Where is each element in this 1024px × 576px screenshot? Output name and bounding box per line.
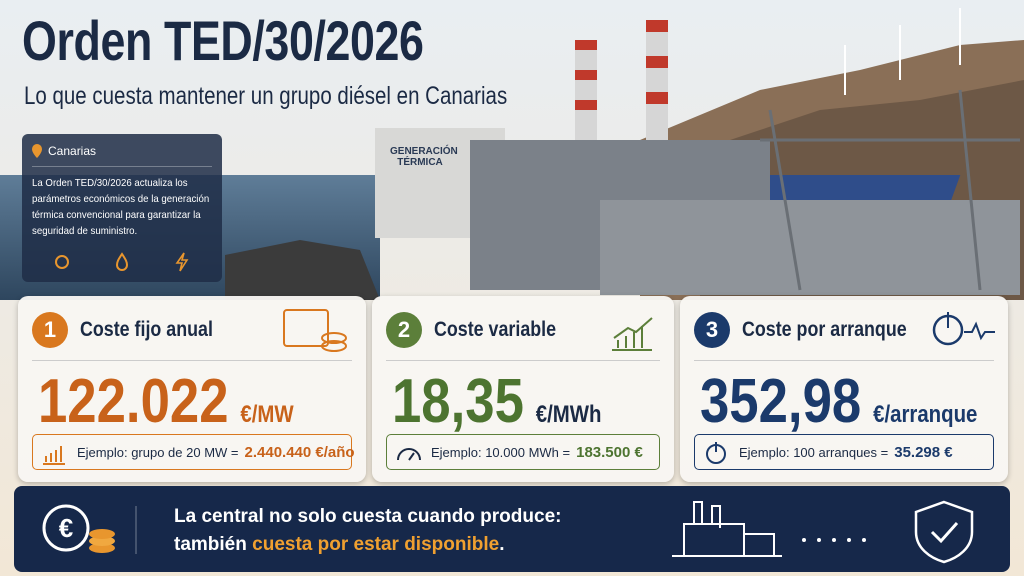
card-value-row: 352,98 €/arranque: [700, 366, 977, 437]
title: Orden TED/30/2026: [22, 9, 424, 72]
euro-icon: €: [42, 504, 137, 554]
power-icon-small: [706, 442, 726, 464]
gear-icon: [55, 255, 69, 269]
plant-icon: [672, 500, 974, 564]
example: Ejemplo: 10.000 MWh =: [431, 444, 571, 460]
card-unit: €/MWh: [535, 401, 602, 428]
footer-text: .: [499, 534, 505, 555]
calendar-icon: [283, 309, 347, 352]
footer-line-1: La central no solo cuesta cuando produce…: [174, 506, 562, 527]
example-result: 2.440.440 €/año: [244, 443, 355, 461]
card: 2 Coste variable 18,35 €/MWh Ejemplo: 10.…: [372, 296, 674, 482]
card-title: Coste por arranque: [742, 318, 907, 341]
card-number: 2: [386, 312, 422, 348]
card-value: 122.022: [38, 367, 229, 436]
card-unit: €/MW: [240, 401, 294, 428]
info-text: La Orden TED/30/2026 actualiza los parám…: [32, 177, 210, 237]
example-box: Ejemplo: 100 arranques = 35.298 €: [694, 434, 994, 470]
location: Canarias: [48, 144, 97, 158]
card-unit: €/arranque: [873, 401, 978, 428]
example-result: 183.500 €: [576, 443, 643, 461]
card-value: 18,35: [392, 367, 524, 436]
card-value: 352,98: [700, 367, 862, 436]
chart-icon: [43, 446, 65, 465]
example: Ejemplo: 100 arranques =: [739, 444, 889, 460]
example-box: Ejemplo: 10.000 MWh = 183.500 €: [386, 434, 660, 470]
power-icon: [932, 312, 995, 346]
growth-icon: [612, 317, 653, 351]
card-number: 3: [694, 312, 730, 348]
card: 3 Coste por arranque 352,98 €/arranque Ej…: [680, 296, 1008, 482]
pin-icon: [32, 144, 42, 158]
gauge-icon: [397, 448, 421, 461]
card: 1 Coste fijo anual 122.022 €/MW Ejemplo: …: [18, 296, 366, 482]
card-title: Coste fijo anual: [80, 318, 213, 341]
example-result: 35.298 €: [894, 443, 953, 461]
footer-line-2: también cuesta por estar disponible.: [174, 534, 505, 556]
bolt-icon: [175, 252, 189, 272]
info-icons: [32, 252, 212, 272]
info-panel: Canarias La Orden TED/30/2026 actualiza …: [22, 134, 222, 282]
card-title: Coste variable: [434, 318, 557, 341]
footer-highlight: cuesta por estar disponible: [252, 534, 500, 555]
example: Ejemplo: grupo de 20 MW =: [77, 444, 239, 460]
example-box: Ejemplo: grupo de 20 MW = 2.440.440 €/año: [32, 434, 355, 470]
card-value-row: 122.022 €/MW: [38, 366, 294, 437]
drop-icon: [115, 252, 129, 271]
footer-banner: € La central no solo cuesta cuando produ…: [14, 486, 1010, 572]
footer-text: también: [174, 534, 247, 555]
subtitle: Lo que cuesta mantener un grupo diésel e…: [24, 82, 508, 110]
building-label: GENERACIÓN TÉRMICA: [390, 146, 458, 168]
card-number: 1: [32, 312, 68, 348]
card-value-row: 18,35 €/MWh: [392, 366, 602, 437]
svg-text:€: €: [59, 513, 73, 543]
